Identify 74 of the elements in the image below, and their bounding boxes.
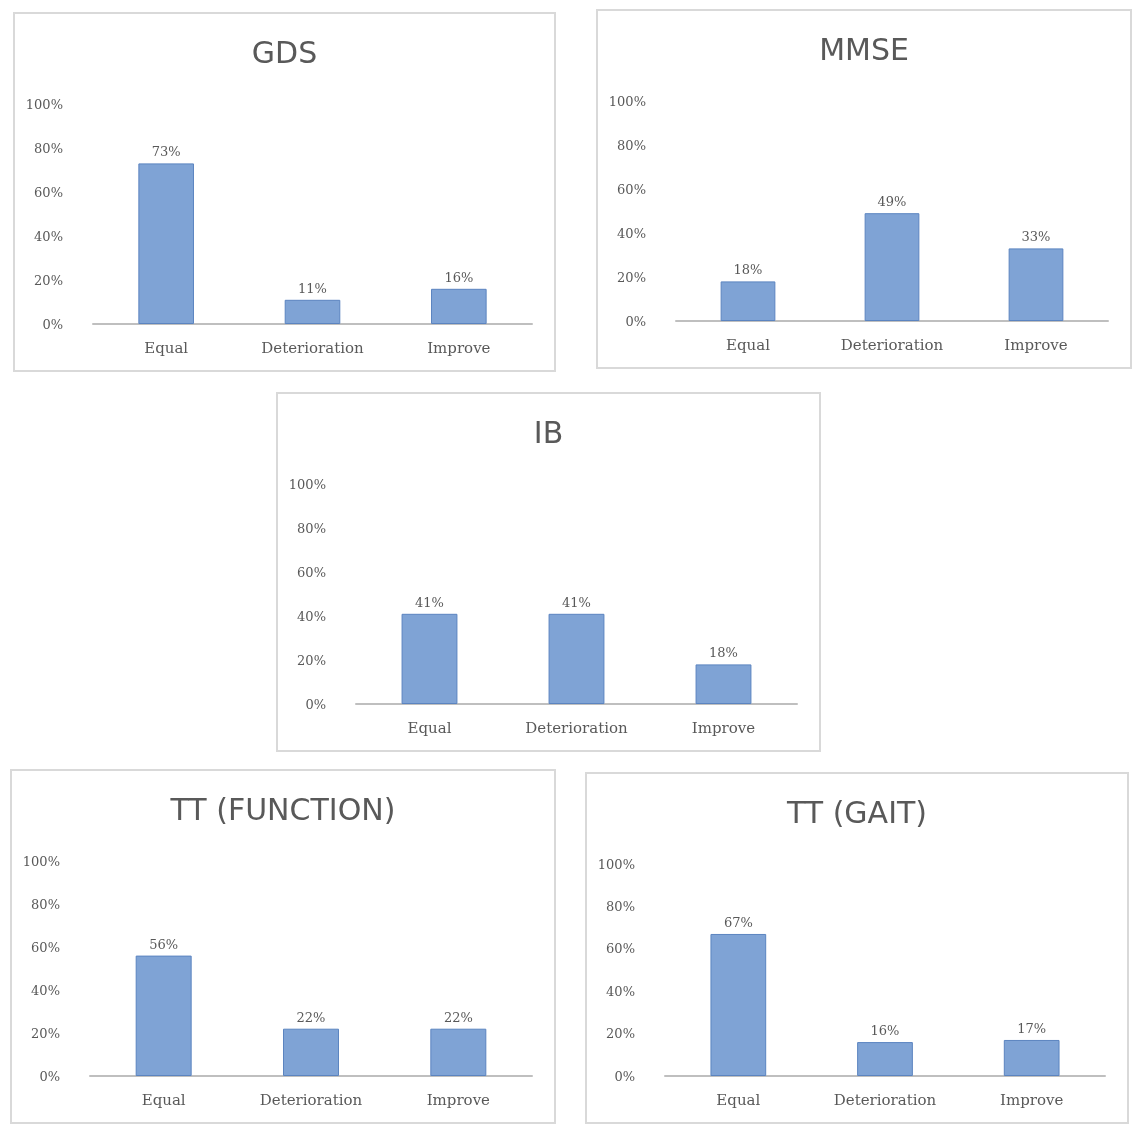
data-label: 73% bbox=[151, 144, 181, 160]
y-tick-label: 60% bbox=[606, 941, 635, 957]
y-tick-label: 20% bbox=[31, 1025, 60, 1041]
y-tick-label: 40% bbox=[606, 983, 635, 999]
x-tick-label: Deterioration bbox=[833, 1090, 937, 1109]
y-tick-label: 40% bbox=[617, 225, 646, 241]
y-tick-label: 100% bbox=[22, 853, 60, 869]
x-tick-label: Deterioration bbox=[525, 718, 629, 737]
chart-title: TT (GAIT) bbox=[785, 794, 928, 830]
chart-title: MMSE bbox=[819, 31, 909, 67]
y-tick-label: 80% bbox=[606, 898, 635, 914]
x-tick-label: Improve bbox=[426, 1090, 491, 1109]
data-label: 22% bbox=[296, 1009, 326, 1025]
bar bbox=[710, 933, 767, 1076]
y-tick-label: 80% bbox=[34, 140, 63, 156]
y-tick-label: 20% bbox=[297, 652, 326, 668]
x-tick-label: Deterioration bbox=[261, 338, 365, 357]
data-label: 16% bbox=[444, 269, 474, 285]
data-label: 56% bbox=[149, 936, 179, 952]
chart-title: TT (FUNCTION) bbox=[169, 791, 396, 827]
y-tick-label: 60% bbox=[31, 939, 60, 955]
y-tick-label: 100% bbox=[608, 93, 646, 109]
bar bbox=[864, 213, 920, 321]
x-tick-label: Equal bbox=[141, 1090, 186, 1109]
data-label: 33% bbox=[1021, 229, 1051, 245]
x-tick-label: Improve bbox=[1004, 335, 1068, 354]
y-tick-label: 0% bbox=[39, 1068, 60, 1084]
data-label: 67% bbox=[723, 914, 753, 930]
x-tick-label: Equal bbox=[144, 338, 189, 357]
y-tick-label: 0% bbox=[305, 696, 326, 712]
data-label: 17% bbox=[1017, 1020, 1047, 1036]
data-label: 18% bbox=[709, 645, 738, 661]
data-label: 18% bbox=[733, 262, 763, 278]
data-label: 41% bbox=[562, 594, 591, 610]
y-tick-label: 80% bbox=[297, 520, 326, 536]
y-tick-label: 80% bbox=[617, 137, 646, 153]
data-label: 22% bbox=[443, 1009, 473, 1025]
bar bbox=[431, 288, 487, 324]
y-tick-label: 20% bbox=[34, 272, 63, 288]
data-label: 11% bbox=[298, 280, 327, 296]
bar bbox=[1003, 1039, 1060, 1076]
x-tick-label: Equal bbox=[407, 718, 452, 737]
y-tick-label: 80% bbox=[31, 896, 60, 912]
y-tick-label: 20% bbox=[606, 1026, 635, 1042]
bar bbox=[720, 281, 776, 321]
bar bbox=[857, 1042, 913, 1076]
x-tick-label: Improve bbox=[427, 338, 491, 357]
y-tick-label: 20% bbox=[617, 269, 646, 285]
chart-title: GDS bbox=[251, 34, 318, 70]
data-label: 49% bbox=[877, 194, 907, 210]
bar bbox=[284, 299, 341, 324]
y-tick-label: 0% bbox=[614, 1068, 635, 1084]
y-tick-label: 60% bbox=[34, 184, 63, 200]
y-tick-label: 40% bbox=[297, 608, 326, 624]
bar bbox=[1008, 248, 1064, 321]
x-tick-label: Improve bbox=[1000, 1090, 1064, 1109]
y-tick-label: 100% bbox=[597, 856, 635, 872]
x-tick-label: Deterioration bbox=[840, 335, 944, 354]
y-tick-label: 100% bbox=[288, 476, 326, 492]
y-tick-label: 60% bbox=[617, 181, 646, 197]
y-tick-label: 40% bbox=[34, 228, 63, 244]
x-tick-label: Improve bbox=[691, 718, 756, 737]
y-tick-label: 60% bbox=[297, 564, 326, 580]
y-tick-label: 0% bbox=[42, 316, 63, 332]
y-tick-label: 40% bbox=[31, 982, 60, 998]
chart-title: IB bbox=[533, 414, 564, 450]
x-tick-label: Deterioration bbox=[259, 1090, 363, 1109]
y-tick-label: 100% bbox=[25, 96, 63, 112]
data-label: 16% bbox=[870, 1023, 900, 1039]
bar bbox=[138, 163, 194, 324]
y-tick-label: 0% bbox=[625, 313, 646, 329]
data-label: 41% bbox=[415, 594, 444, 610]
x-tick-label: Equal bbox=[726, 335, 771, 354]
x-tick-label: Equal bbox=[716, 1090, 761, 1109]
